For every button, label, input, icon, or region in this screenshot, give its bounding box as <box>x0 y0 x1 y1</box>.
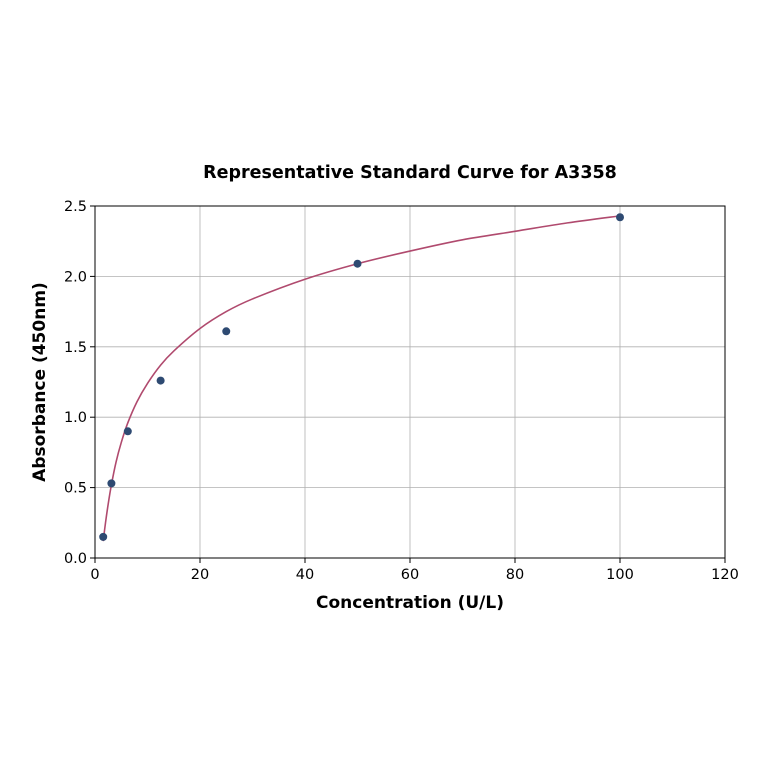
data-point <box>616 213 624 222</box>
data-point <box>156 376 165 385</box>
y-tick-label: 2.0 <box>64 269 87 285</box>
y-tick-label: 1.0 <box>64 410 87 426</box>
y-tick-label: 2.5 <box>64 199 87 215</box>
data-point <box>123 427 132 436</box>
y-tick-label: 1.5 <box>64 340 87 356</box>
fitted-curve <box>102 215 621 542</box>
y-tick-label: 0.0 <box>64 551 87 567</box>
data-point <box>222 327 231 336</box>
data-point <box>353 259 362 268</box>
x-tick-label: 40 <box>296 567 314 583</box>
y-tick-label: 0.5 <box>64 481 87 497</box>
data-point <box>107 479 116 488</box>
x-tick-label: 20 <box>191 567 209 583</box>
y-axis-ticks: 0.0 0.5 1.0 1.5 2.0 2.5 <box>64 199 95 567</box>
data-point <box>99 532 108 541</box>
x-tick-label: 100 <box>606 567 634 583</box>
x-tick-label: 120 <box>711 567 739 583</box>
x-tick-label: 60 <box>401 567 419 583</box>
fitted-curve-line <box>102 215 621 542</box>
data-points <box>99 213 624 541</box>
chart-title: Representative Standard Curve for A3358 <box>203 163 617 183</box>
x-tick-label: 0 <box>90 567 99 583</box>
x-axis-ticks: 0 20 40 60 80 100 120 <box>90 558 739 583</box>
y-axis-label: Absorbance (450nm) <box>30 282 50 482</box>
x-tick-label: 80 <box>506 567 524 583</box>
x-axis-label: Concentration (U/L) <box>316 593 504 613</box>
grid-lines <box>94 205 726 559</box>
